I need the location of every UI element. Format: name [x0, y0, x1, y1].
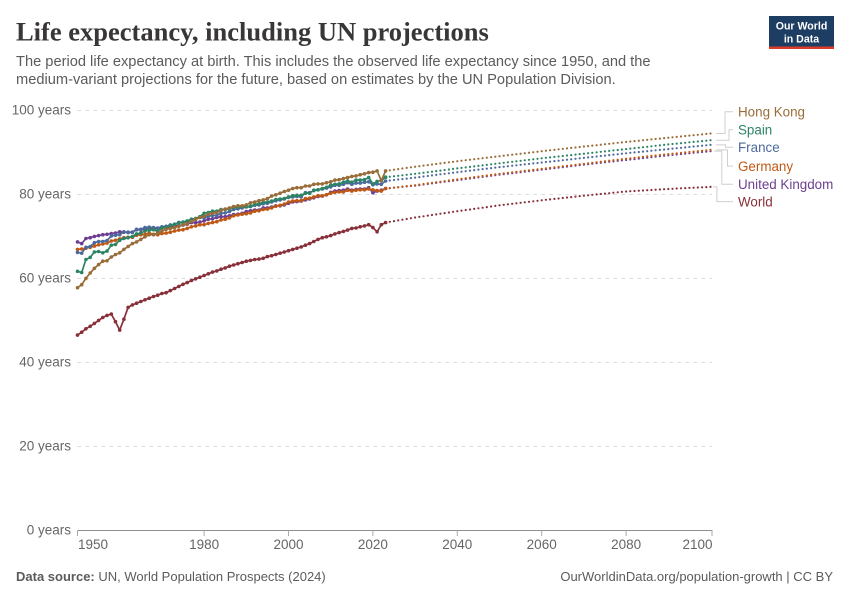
svg-text:2040: 2040 [442, 537, 472, 552]
svg-text:80 years: 80 years [19, 187, 71, 202]
svg-text:United Kingdom: United Kingdom [738, 177, 833, 192]
svg-text:2080: 2080 [611, 537, 641, 552]
svg-text:100 years: 100 years [12, 103, 72, 118]
svg-text:2000: 2000 [273, 537, 303, 552]
svg-text:OurWorldinData.org/population-: OurWorldinData.org/population-growth | C… [560, 569, 833, 584]
svg-text:Spain: Spain [738, 123, 772, 138]
svg-text:Data source: UN, World Populat: Data source: UN, World Population Prospe… [16, 569, 326, 584]
svg-text:2060: 2060 [527, 537, 557, 552]
svg-text:Life expectancy, including UN: Life expectancy, including UN projection… [16, 17, 489, 47]
svg-text:in Data: in Data [784, 34, 819, 46]
svg-text:1980: 1980 [189, 537, 219, 552]
svg-text:France: France [738, 140, 780, 155]
svg-text:1950: 1950 [78, 537, 108, 552]
svg-text:Hong Kong: Hong Kong [738, 105, 805, 120]
svg-text:20 years: 20 years [19, 439, 71, 454]
svg-text:medium-variant projections for: medium-variant projections for the futur… [16, 72, 616, 88]
svg-text:60 years: 60 years [19, 271, 71, 286]
svg-text:The period life expectancy at: The period life expectancy at birth. Thi… [16, 54, 651, 70]
svg-text:World: World [738, 194, 773, 209]
svg-text:2100: 2100 [682, 537, 712, 552]
svg-text:Germany: Germany [738, 159, 793, 174]
svg-text:40 years: 40 years [19, 355, 71, 370]
svg-text:0 years: 0 years [27, 523, 72, 538]
svg-text:2020: 2020 [358, 537, 388, 552]
svg-text:Our World: Our World [776, 21, 828, 33]
